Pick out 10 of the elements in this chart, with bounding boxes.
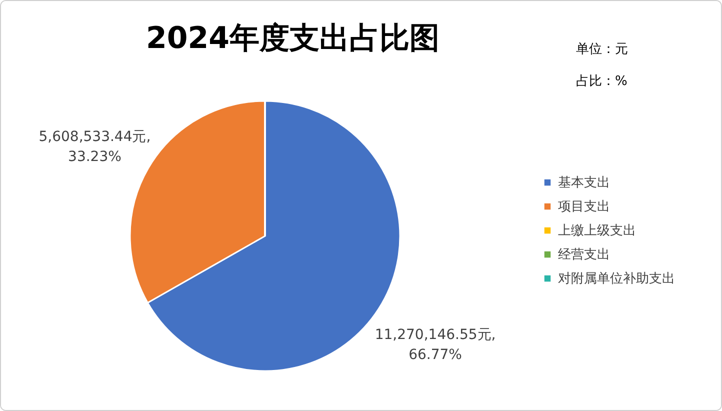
legend-label: 基本支出 [558, 176, 610, 190]
legend-label: 项目支出 [558, 200, 610, 214]
text: 单位：元 [576, 42, 628, 57]
data-label: 5,608,533.44元, 33.23% [38, 128, 151, 165]
chart-title: 2024年度支出占比图 [146, 21, 440, 56]
legend-label: 对附属单位补助支出 [558, 272, 675, 286]
legend-label: 经营支出 [558, 248, 610, 262]
legend-label: 上缴上级支出 [558, 224, 636, 238]
text: 占比：% [576, 74, 628, 89]
data-label: 11,270,146.55元, 66.77% [374, 327, 496, 364]
